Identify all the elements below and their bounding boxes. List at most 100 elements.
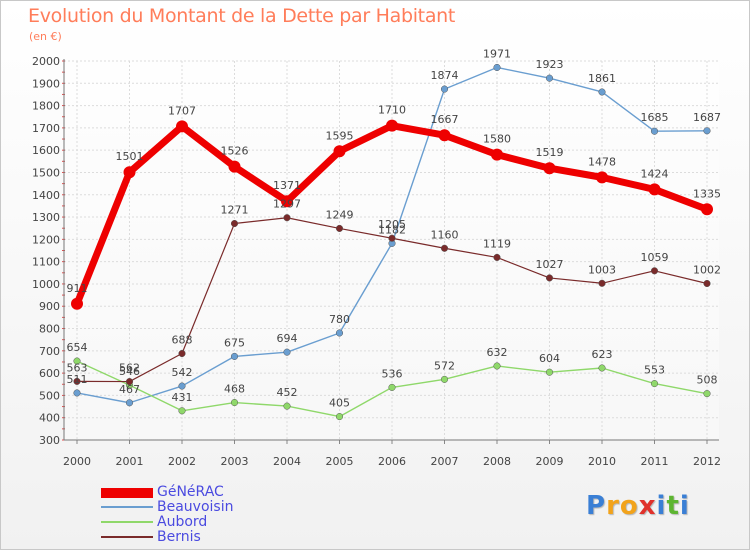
data-point — [230, 398, 239, 407]
data-label: 1205 — [378, 218, 406, 231]
data-point — [178, 382, 186, 390]
data-point — [440, 85, 449, 93]
data-point — [438, 129, 451, 142]
data-point — [596, 171, 608, 184]
data-point — [650, 267, 659, 275]
data-label: 1707 — [168, 104, 196, 117]
unit-label: (en €) — [29, 30, 62, 43]
data-point — [703, 127, 711, 135]
y-tick-label: 300 — [39, 434, 60, 447]
data-label: 1861 — [588, 72, 616, 85]
logo-letter: o — [619, 491, 639, 521]
y-tick-label: 700 — [39, 345, 60, 358]
data-label: 562 — [119, 362, 140, 375]
data-label: 688 — [172, 333, 193, 346]
data-label: 1687 — [693, 111, 721, 124]
logo-letter: x — [638, 491, 657, 521]
x-tick-label: 2008 — [483, 455, 511, 468]
data-point — [545, 274, 554, 282]
y-tick-label: 400 — [39, 412, 60, 425]
data-label: 1595 — [326, 129, 354, 142]
axis-layer: 300 400 500 600 700 800 900 1000 1100 1200 1300 140… — [32, 55, 721, 468]
data-point — [598, 88, 606, 96]
y-tick-label: 1100 — [32, 256, 60, 269]
chart-title: Evolution du Montant de la Dette par Hab… — [28, 5, 456, 27]
data-label: 553 — [644, 364, 665, 377]
legend-swatch-generac — [101, 488, 153, 498]
x-tick-label: 2001 — [116, 455, 144, 468]
logo-letter: i — [656, 491, 667, 521]
data-point — [493, 253, 501, 261]
y-tick-label: 800 — [39, 323, 60, 336]
data-label: 1160 — [431, 228, 459, 241]
data-label: 1501 — [116, 150, 144, 163]
data-point — [125, 378, 134, 386]
data-point — [283, 348, 291, 356]
data-label: 1424 — [641, 167, 669, 180]
y-tick-label: 500 — [39, 389, 60, 402]
grid-layer — [64, 60, 719, 441]
data-label: 675 — [224, 336, 245, 349]
data-label: 1519 — [536, 146, 564, 159]
data-point — [73, 377, 81, 385]
x-tick-label: 2012 — [693, 455, 721, 468]
legend-label-generac: GéNéRAC — [157, 484, 224, 500]
data-label: 654 — [67, 341, 88, 354]
data-label: 1182 — [378, 223, 406, 236]
x-tick-label: 2000 — [63, 455, 91, 468]
y-tick-label: 1600 — [32, 144, 60, 157]
data-label: 1271 — [221, 204, 249, 217]
legend-swatch-beauvoisin — [101, 506, 153, 508]
data-point — [335, 329, 344, 337]
logo-letter: r — [606, 491, 620, 521]
logo-letter: i — [679, 491, 690, 521]
data-label: 694 — [277, 332, 298, 345]
data-label: 911 — [67, 282, 88, 295]
data-label: 546 — [119, 365, 140, 378]
legend-label-aubord: Aubord — [157, 514, 208, 530]
data-label: 468 — [224, 383, 245, 396]
data-label: 1580 — [483, 133, 511, 146]
data-label: 1371 — [273, 179, 301, 192]
data-label: 1002 — [693, 263, 721, 276]
data-label: 1971 — [483, 47, 511, 60]
data-label: 572 — [434, 359, 455, 372]
data-label: 405 — [329, 397, 350, 410]
data-point — [493, 63, 501, 72]
data-label: 1710 — [378, 104, 406, 117]
data-point — [228, 160, 241, 173]
data-label: 431 — [172, 391, 193, 404]
y-tick-label: 2000 — [32, 55, 60, 68]
data-point — [388, 234, 396, 242]
data-point — [281, 195, 293, 208]
data-label: 1526 — [221, 145, 249, 158]
data-label: 1335 — [693, 187, 721, 200]
data-point — [123, 166, 136, 179]
data-label: 1297 — [273, 198, 301, 211]
data-label: 467 — [119, 383, 140, 396]
data-point — [283, 214, 291, 222]
data-label: 536 — [382, 367, 403, 380]
data-label: 1119 — [483, 237, 511, 250]
data-point — [545, 368, 554, 376]
data-label: 1667 — [431, 113, 459, 126]
data-label: 508 — [697, 374, 718, 387]
data-label: 780 — [329, 313, 350, 326]
data-point — [598, 279, 606, 287]
data-point — [650, 127, 659, 135]
y-tick-label: 600 — [39, 367, 60, 380]
data-point — [335, 413, 344, 421]
data-point — [125, 399, 134, 407]
data-point — [73, 389, 81, 397]
data-point — [648, 183, 661, 196]
y-tick-label: 1200 — [32, 233, 60, 246]
y-tick-label: 1900 — [32, 77, 60, 90]
data-point — [493, 362, 501, 370]
data-point — [703, 279, 711, 288]
x-tick-label: 2003 — [221, 455, 249, 468]
logo-letter: P — [586, 491, 607, 521]
data-point — [335, 224, 344, 232]
x-tick-label: 2011 — [641, 455, 669, 468]
data-point — [178, 407, 186, 415]
